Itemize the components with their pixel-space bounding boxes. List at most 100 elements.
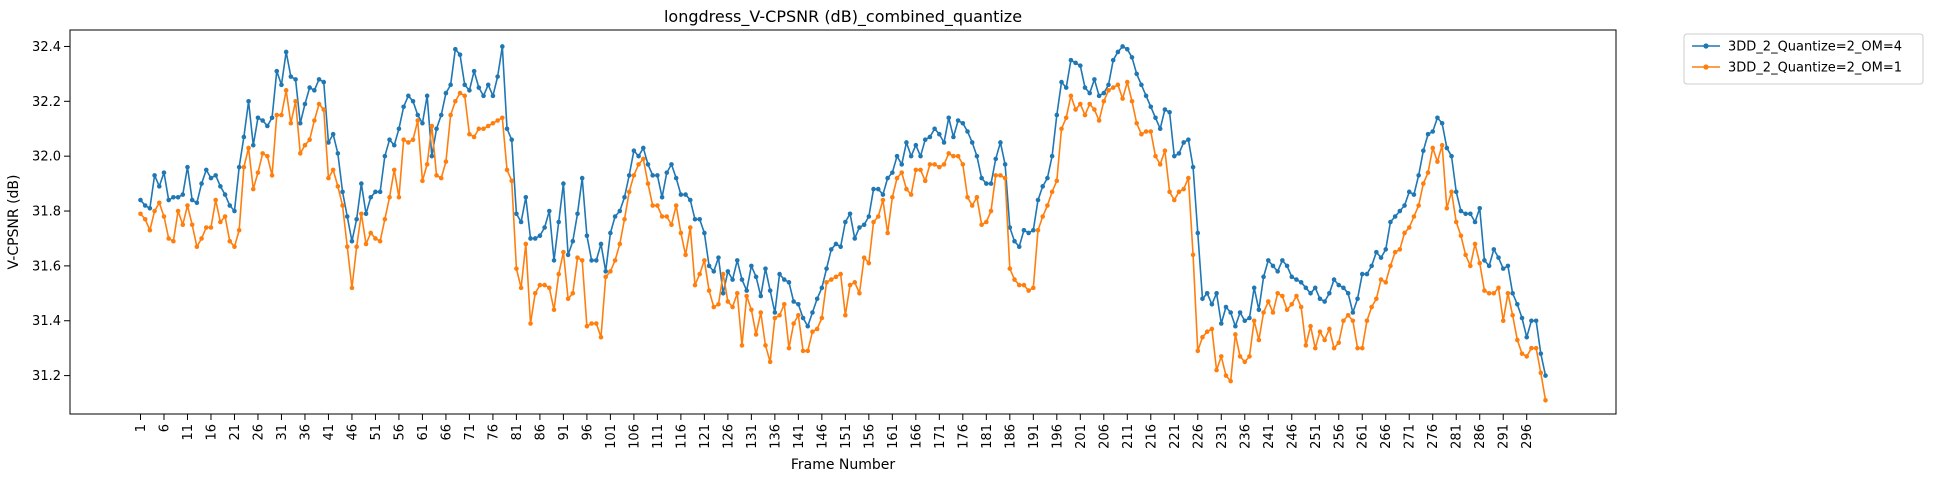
data-point xyxy=(673,203,679,208)
data-point xyxy=(561,181,566,186)
data-point xyxy=(1303,285,1309,291)
data-point xyxy=(199,236,204,241)
data-point xyxy=(1204,291,1210,296)
data-point xyxy=(542,225,547,230)
data-point xyxy=(725,299,731,304)
data-point xyxy=(706,288,712,293)
data-point xyxy=(203,225,209,230)
data-point xyxy=(861,255,867,260)
data-point xyxy=(894,153,900,159)
data-point xyxy=(786,345,792,351)
data-point xyxy=(208,175,214,181)
data-point xyxy=(993,156,999,162)
legend-box xyxy=(1683,33,1924,85)
data-point xyxy=(922,178,928,184)
data-point xyxy=(993,173,999,178)
data-point xyxy=(1134,71,1139,77)
data-point xyxy=(692,282,698,288)
data-point xyxy=(1186,175,1191,181)
data-point xyxy=(1402,230,1407,236)
data-point xyxy=(265,123,270,129)
data-point xyxy=(326,140,331,145)
data-point xyxy=(1106,82,1111,88)
data-point xyxy=(1275,291,1280,296)
data-point xyxy=(349,238,355,244)
x-tick-label-35: 176 xyxy=(956,424,971,449)
data-point xyxy=(1331,345,1337,351)
data-point xyxy=(843,219,848,225)
data-point xyxy=(1092,107,1097,112)
data-point xyxy=(514,211,519,217)
data-point xyxy=(781,301,787,307)
data-point xyxy=(763,266,768,271)
data-point xyxy=(636,162,641,167)
data-point xyxy=(312,118,317,123)
data-point xyxy=(166,236,171,241)
data-point xyxy=(490,93,496,99)
data-point xyxy=(551,307,557,313)
data-point xyxy=(655,173,660,178)
data-point xyxy=(1280,293,1285,299)
data-point xyxy=(481,126,486,132)
data-point xyxy=(1425,170,1431,175)
data-point xyxy=(438,112,444,118)
data-point xyxy=(354,244,359,249)
data-point xyxy=(880,197,886,203)
data-point xyxy=(368,195,374,200)
x-tick-label-40: 201 xyxy=(1074,424,1089,449)
data-point xyxy=(659,214,665,219)
data-point xyxy=(1162,148,1168,153)
data-point xyxy=(1012,238,1017,244)
data-point xyxy=(415,112,421,118)
data-point xyxy=(1214,291,1219,296)
data-point xyxy=(1298,304,1304,310)
data-point xyxy=(1242,318,1248,324)
data-point xyxy=(171,195,176,200)
data-point xyxy=(922,137,928,143)
data-point xyxy=(363,211,369,217)
data-point xyxy=(1063,85,1069,90)
data-point xyxy=(932,126,937,132)
x-tick-label-10: 51 xyxy=(369,424,384,441)
data-point xyxy=(1040,184,1046,189)
data-point xyxy=(1463,211,1468,217)
data-point xyxy=(744,288,749,293)
data-point xyxy=(796,312,801,318)
data-point xyxy=(899,170,905,175)
data-point xyxy=(340,189,345,195)
data-point xyxy=(1369,263,1374,269)
data-point xyxy=(551,258,557,263)
data-point xyxy=(1336,340,1342,345)
data-point xyxy=(387,137,392,143)
data-point xyxy=(810,329,815,335)
data-point xyxy=(1312,285,1318,291)
data-point xyxy=(758,293,764,299)
data-point xyxy=(490,120,496,126)
data-point xyxy=(265,153,270,159)
data-point xyxy=(1275,269,1280,274)
data-point xyxy=(937,131,942,137)
x-tick-label-2: 11 xyxy=(181,424,196,441)
x-tick-label-51: 256 xyxy=(1332,424,1347,449)
data-point xyxy=(570,291,576,296)
x-tick-label-9: 46 xyxy=(345,424,360,441)
data-point xyxy=(293,99,298,104)
data-point xyxy=(1134,120,1139,126)
data-point xyxy=(589,258,594,263)
data-point xyxy=(448,112,453,118)
data-point xyxy=(744,293,749,299)
data-point xyxy=(702,230,707,236)
x-tick-label-36: 181 xyxy=(980,424,995,449)
x-tick-label-17: 86 xyxy=(533,424,548,441)
data-point xyxy=(269,173,275,178)
data-point xyxy=(1327,326,1332,332)
data-point xyxy=(401,104,406,110)
data-point xyxy=(542,282,547,288)
data-point xyxy=(1045,175,1050,181)
data-point xyxy=(725,269,731,274)
data-point xyxy=(617,241,623,247)
data-point xyxy=(537,282,543,288)
x-tick-label-48: 241 xyxy=(1262,424,1277,449)
data-point xyxy=(612,214,618,219)
